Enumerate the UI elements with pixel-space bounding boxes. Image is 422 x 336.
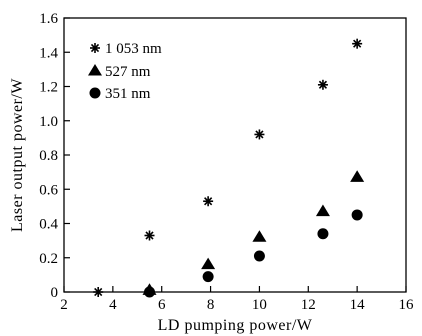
y-tick-label: 1.2 — [39, 80, 58, 96]
y-tick-label: 1.6 — [39, 11, 58, 27]
legend-marker-triangle — [88, 64, 102, 76]
data-point-circle — [317, 228, 329, 240]
data-point-triangle — [315, 204, 330, 217]
x-tick-label: 8 — [207, 297, 215, 313]
data-point-circle — [144, 286, 155, 298]
data-point-asterisk — [203, 196, 214, 207]
data-point-asterisk — [317, 79, 328, 90]
legend-marker-circle — [89, 87, 101, 99]
legend-label-1053nm: 1 053 nm — [105, 41, 162, 57]
y-tick-label: 0.2 — [39, 251, 58, 267]
x-axis-title: LD pumping power/W — [158, 317, 313, 334]
legend: 1 053 nm 527 nm 351 nm — [88, 41, 162, 102]
data-points — [93, 38, 365, 298]
y-tick-label: 0.8 — [39, 148, 58, 164]
y-axis-title: Laser output power/W — [9, 78, 26, 232]
legend-label-351nm: 351 nm — [105, 86, 151, 102]
data-point-circle — [253, 250, 265, 262]
plot-frame — [63, 17, 407, 293]
data-point-asterisk — [254, 129, 265, 140]
data-point-asterisk — [93, 287, 104, 297]
x-tick-label: 16 — [399, 297, 415, 313]
y-tick-label: 1.4 — [39, 45, 58, 61]
data-point-circle — [202, 271, 214, 283]
x-tick-label: 2 — [60, 297, 68, 313]
x-tick-label: 10 — [252, 297, 267, 313]
y-tick-label: 0.6 — [39, 182, 58, 198]
data-point-triangle — [201, 257, 216, 270]
data-point-circle — [351, 209, 363, 221]
axis-ticks — [63, 17, 407, 293]
data-point-asterisk — [352, 38, 363, 49]
x-tick-label: 12 — [301, 297, 316, 313]
x-tick-label: 14 — [350, 297, 366, 313]
legend-marker-asterisk — [90, 43, 100, 53]
data-point-triangle — [350, 170, 365, 182]
data-point-asterisk — [144, 230, 155, 241]
axis-tick-labels: 2 4 6 8 10 12 14 16 0 0.2 0.4 0.6 0.8 1.0 1.2 1.4 1.6 — [39, 11, 414, 313]
x-tick-label: 4 — [109, 297, 117, 313]
x-tick-label: 6 — [158, 297, 166, 313]
y-tick-label: 1.0 — [39, 114, 58, 130]
y-tick-label: 0.4 — [39, 217, 58, 233]
legend-symbol-triangle — [88, 64, 102, 76]
legend-symbol-circle — [89, 87, 101, 99]
legend-label-527nm: 527 nm — [105, 64, 151, 80]
legend-symbol-asterisk — [90, 43, 100, 53]
data-point-triangle — [252, 230, 267, 242]
y-tick-label: 0 — [51, 285, 59, 301]
